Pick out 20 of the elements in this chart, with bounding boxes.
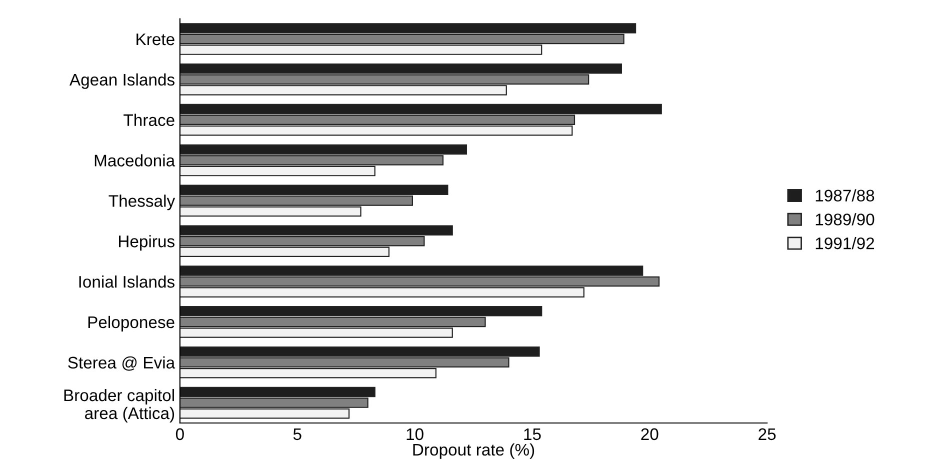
y-tick-label: Macedonia — [94, 154, 176, 166]
y-tick-label: Hepirus — [119, 235, 174, 251]
y-tick-label: Thrace — [124, 114, 174, 126]
y-tick-label: Peloponese — [88, 316, 174, 332]
legend-label: 1989/90 — [816, 213, 874, 226]
y-tick-label: Thessaly — [108, 194, 176, 210]
y-tick-label: Krete — [136, 34, 174, 46]
y-tick-label: Agean Islands — [69, 73, 174, 89]
x-tick-label: 10 — [406, 428, 424, 440]
y-tick-label: Broader capitol area (Attica) — [64, 388, 174, 422]
legend-label: 1987/88 — [816, 189, 874, 202]
x-axis-title: Dropout rate (%) — [413, 443, 534, 459]
y-tick-label: Ionial Islands — [79, 275, 174, 288]
x-tick-label: 5 — [293, 428, 302, 440]
x-tick-label: 25 — [758, 428, 776, 440]
legend-label: 1991/92 — [816, 237, 874, 250]
x-tick-label: 15 — [524, 428, 541, 440]
x-tick-label: 20 — [641, 428, 658, 440]
y-tick-label: Sterea @ Evia — [68, 356, 176, 371]
x-tick-label: 0 — [176, 428, 184, 440]
